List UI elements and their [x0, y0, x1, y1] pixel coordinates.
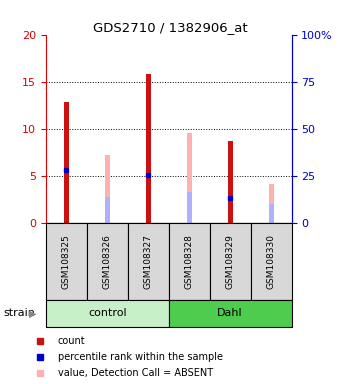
Text: strain: strain [3, 308, 35, 318]
Bar [187, 192, 192, 223]
Bar [210, 223, 251, 300]
Bar [87, 223, 128, 300]
Bar [228, 141, 233, 223]
Bar [128, 223, 169, 300]
Bar [269, 204, 273, 223]
Bar [146, 74, 151, 223]
Text: value, Detection Call = ABSENT: value, Detection Call = ABSENT [58, 369, 213, 379]
Bar [105, 197, 110, 223]
Text: percentile rank within the sample: percentile rank within the sample [58, 352, 223, 362]
Text: GSM108327: GSM108327 [144, 234, 153, 288]
Text: Dahl: Dahl [217, 308, 243, 318]
Text: GSM108328: GSM108328 [185, 234, 194, 288]
Text: GSM108330: GSM108330 [267, 233, 276, 289]
Text: ▶: ▶ [29, 308, 36, 318]
Bar [187, 133, 192, 223]
Text: GSM108325: GSM108325 [62, 234, 71, 288]
Text: GDS2710 / 1382906_at: GDS2710 / 1382906_at [93, 21, 248, 34]
Bar [169, 223, 210, 300]
Bar [169, 300, 292, 327]
Bar [269, 184, 273, 223]
Text: GSM108329: GSM108329 [226, 234, 235, 288]
Bar [64, 102, 69, 223]
Text: GSM108326: GSM108326 [103, 234, 112, 288]
Bar [251, 223, 292, 300]
Text: count: count [58, 336, 86, 346]
Bar [46, 300, 169, 327]
Bar [46, 223, 87, 300]
Text: control: control [88, 308, 127, 318]
Bar [105, 155, 110, 223]
